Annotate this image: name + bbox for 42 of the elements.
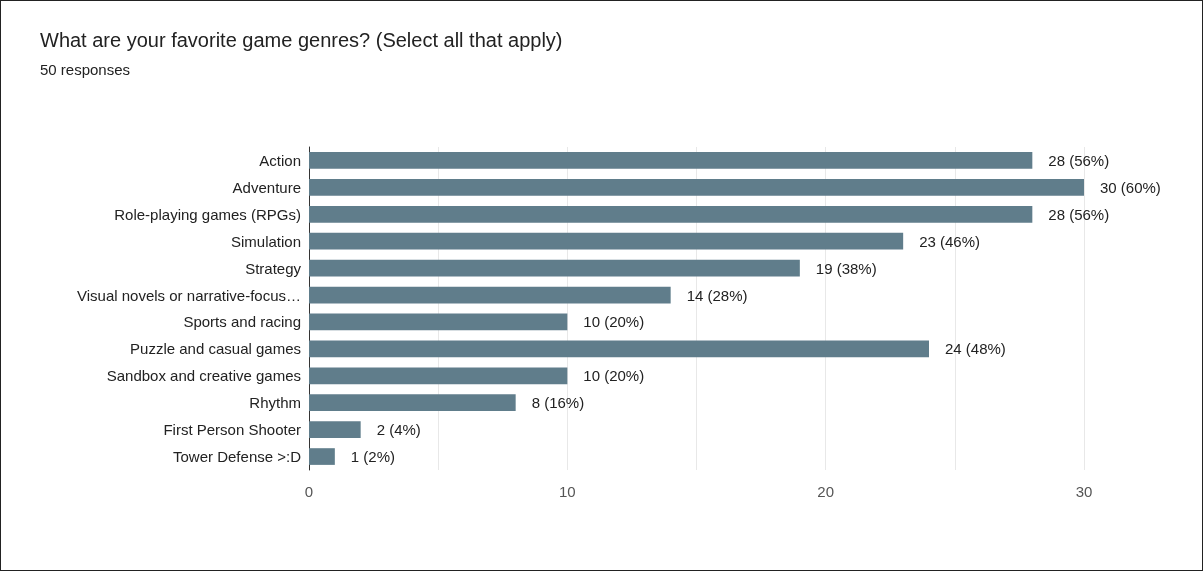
- x-tick-label: 10: [558, 483, 576, 500]
- bar: [309, 179, 1084, 196]
- data-label: 30 (60%): [1100, 178, 1161, 196]
- bar: [309, 313, 568, 331]
- y-tick-label: Sports and racing: [183, 313, 301, 331]
- y-tick-label: Tower Defense >:D: [173, 448, 302, 466]
- x-tick-label: 30: [1075, 483, 1093, 500]
- data-label: 10 (20%): [583, 313, 645, 331]
- bar: [309, 421, 361, 438]
- data-label: 2 (4%): [376, 421, 421, 439]
- x-tick-label: 0: [304, 483, 314, 500]
- y-tick-label: Puzzle and casual games: [130, 340, 301, 358]
- chart-title: What are your favorite game genres? (Select all that apply): [40, 29, 563, 51]
- bar: [309, 152, 1033, 169]
- data-label: 28 (56%): [1048, 205, 1110, 223]
- data-label: 10 (20%): [583, 367, 645, 385]
- y-tick-label: Rhythm: [249, 394, 301, 412]
- y-tick-label: Role-playing games (RPGs): [114, 205, 301, 223]
- x-tick-label: 20: [817, 483, 835, 500]
- y-tick-label: First Person Shooter: [163, 421, 301, 439]
- y-tick-label: Strategy: [245, 259, 302, 277]
- bar: [309, 232, 904, 250]
- y-tick-label: Visual novels or narrative-focus…: [77, 286, 301, 304]
- data-label: 19 (38%): [815, 259, 877, 277]
- bar: [309, 259, 800, 277]
- data-label: 1 (2%): [350, 448, 396, 466]
- y-tick-label: Action: [259, 151, 301, 169]
- bar: [309, 205, 1033, 223]
- data-label: 23 (46%): [919, 232, 981, 250]
- bar: [309, 286, 671, 304]
- y-tick-label: Adventure: [232, 178, 301, 196]
- bar: [309, 340, 929, 358]
- data-label: 24 (48%): [945, 340, 1006, 358]
- bar: [309, 448, 335, 465]
- y-tick-label: Sandbox and creative games: [106, 367, 301, 385]
- text: 50 responses: [40, 61, 131, 78]
- data-label: 14 (28%): [686, 286, 748, 304]
- data-label: 8 (16%): [531, 394, 585, 412]
- y-tick-label: Simulation: [230, 232, 301, 250]
- data-label: 28 (56%): [1048, 151, 1110, 169]
- bar: [309, 394, 516, 412]
- bar: [309, 367, 568, 385]
